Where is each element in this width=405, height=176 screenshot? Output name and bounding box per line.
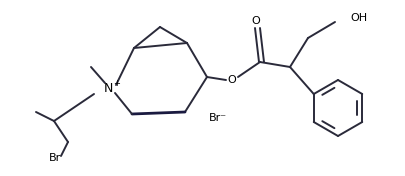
Text: +: + [113, 80, 120, 89]
Text: OH: OH [350, 13, 367, 23]
Text: N: N [103, 81, 113, 95]
Text: O: O [228, 75, 237, 85]
Text: O: O [252, 16, 260, 26]
Text: Br: Br [49, 153, 61, 163]
Text: Br⁻: Br⁻ [209, 113, 227, 123]
